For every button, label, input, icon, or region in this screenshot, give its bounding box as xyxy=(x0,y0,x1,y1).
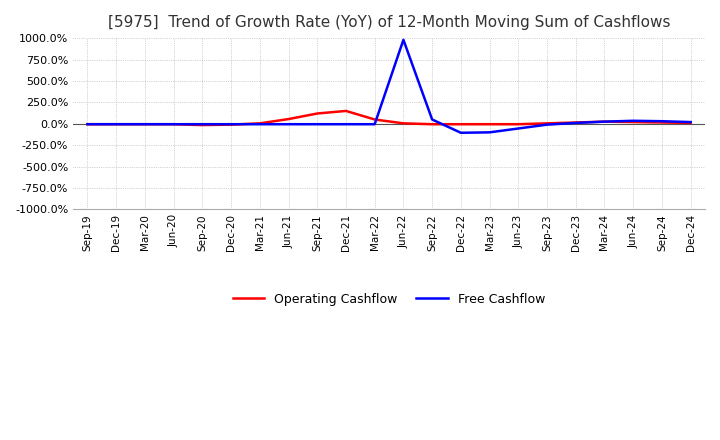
Operating Cashflow xyxy=(399,121,408,126)
Operating Cashflow xyxy=(342,108,351,114)
Free Cashflow xyxy=(342,121,351,127)
Free Cashflow xyxy=(629,118,637,124)
Operating Cashflow xyxy=(657,120,666,125)
Free Cashflow xyxy=(227,121,235,127)
Free Cashflow xyxy=(284,121,293,127)
Free Cashflow xyxy=(456,130,465,136)
Free Cashflow xyxy=(600,119,609,124)
Free Cashflow xyxy=(657,118,666,124)
Operating Cashflow xyxy=(456,121,465,127)
Free Cashflow xyxy=(370,121,379,127)
Operating Cashflow xyxy=(284,117,293,122)
Operating Cashflow xyxy=(83,121,91,127)
Operating Cashflow xyxy=(600,119,609,124)
Free Cashflow xyxy=(572,120,580,125)
Free Cashflow xyxy=(256,121,264,127)
Operating Cashflow xyxy=(313,111,322,116)
Operating Cashflow xyxy=(370,117,379,122)
Operating Cashflow xyxy=(686,120,695,125)
Operating Cashflow xyxy=(112,121,120,127)
Line: Free Cashflow: Free Cashflow xyxy=(87,40,690,133)
Free Cashflow xyxy=(313,121,322,127)
Free Cashflow xyxy=(112,121,120,127)
Free Cashflow xyxy=(140,121,149,127)
Title: [5975]  Trend of Growth Rate (YoY) of 12-Month Moving Sum of Cashflows: [5975] Trend of Growth Rate (YoY) of 12-… xyxy=(108,15,670,30)
Operating Cashflow xyxy=(198,122,207,128)
Free Cashflow xyxy=(198,121,207,127)
Line: Operating Cashflow: Operating Cashflow xyxy=(87,111,690,125)
Free Cashflow xyxy=(543,122,552,127)
Operating Cashflow xyxy=(140,121,149,127)
Operating Cashflow xyxy=(227,122,235,127)
Operating Cashflow xyxy=(169,121,178,127)
Free Cashflow xyxy=(428,117,436,122)
Free Cashflow xyxy=(83,121,91,127)
Operating Cashflow xyxy=(428,121,436,127)
Free Cashflow xyxy=(169,121,178,127)
Operating Cashflow xyxy=(629,119,637,125)
Operating Cashflow xyxy=(543,121,552,126)
Free Cashflow xyxy=(485,130,494,135)
Operating Cashflow xyxy=(256,121,264,126)
Operating Cashflow xyxy=(514,121,523,127)
Free Cashflow xyxy=(399,37,408,43)
Operating Cashflow xyxy=(572,120,580,125)
Free Cashflow xyxy=(514,126,523,131)
Legend: Operating Cashflow, Free Cashflow: Operating Cashflow, Free Cashflow xyxy=(228,288,550,311)
Operating Cashflow xyxy=(485,121,494,127)
Free Cashflow xyxy=(686,119,695,125)
